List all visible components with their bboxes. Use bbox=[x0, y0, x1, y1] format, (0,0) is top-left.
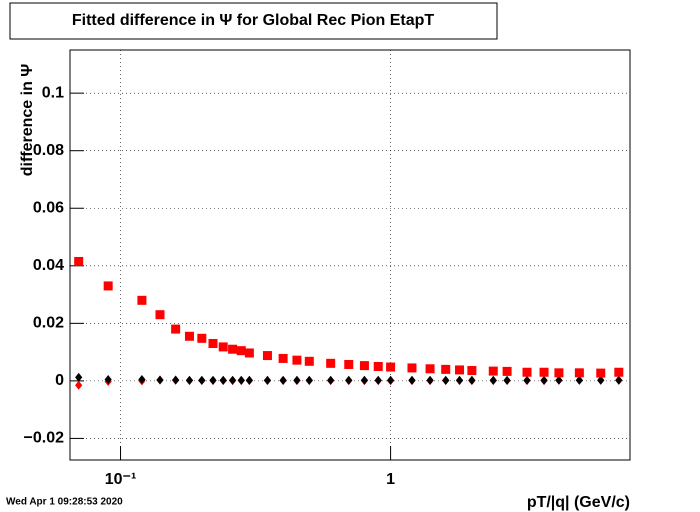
square-marker bbox=[218, 342, 228, 352]
square-marker bbox=[441, 364, 451, 374]
square-marker bbox=[236, 346, 246, 356]
diamond-marker bbox=[305, 375, 313, 385]
diamond-marker bbox=[228, 375, 237, 385]
diamond-marker bbox=[374, 375, 382, 385]
diamond-marker bbox=[489, 375, 497, 385]
square-marker bbox=[344, 359, 354, 369]
diamond-marker bbox=[555, 375, 563, 385]
diamond-marker bbox=[237, 375, 245, 385]
diamond-marker bbox=[426, 375, 434, 385]
square-marker bbox=[373, 361, 383, 371]
square-marker bbox=[614, 367, 624, 377]
diamond-marker bbox=[468, 375, 476, 385]
square-marker bbox=[425, 364, 435, 374]
square-marker bbox=[554, 368, 564, 378]
square-marker bbox=[171, 324, 181, 334]
title-box bbox=[9, 2, 498, 40]
diamond-marker bbox=[455, 375, 464, 385]
y-tick-label: 0.1 bbox=[42, 84, 64, 101]
diamond-marker bbox=[345, 375, 353, 385]
square-marker bbox=[488, 366, 498, 376]
x-tick-label: 1 bbox=[386, 471, 395, 488]
y-axis-label: difference in Ψ bbox=[19, 64, 36, 177]
square-marker bbox=[467, 366, 477, 376]
chart-title: Fitted difference in Ψ for Global Rec Pi… bbox=[72, 12, 435, 29]
square-marker bbox=[244, 348, 254, 358]
square-marker bbox=[574, 368, 584, 378]
square-marker bbox=[137, 295, 147, 305]
diamond-marker bbox=[219, 375, 227, 385]
y-tick-label: 0.06 bbox=[33, 199, 64, 216]
diamond-marker bbox=[279, 375, 287, 385]
diamond-marker bbox=[209, 375, 217, 385]
y-tick-label: 0.08 bbox=[33, 142, 64, 159]
diamond-marker bbox=[503, 375, 511, 385]
diamond-marker bbox=[172, 375, 180, 385]
diamond-marker bbox=[408, 375, 416, 385]
diamond-marker bbox=[597, 375, 605, 385]
square-marker bbox=[155, 310, 165, 320]
square-marker bbox=[326, 358, 336, 368]
x-axis-label: pT/|q| (GeV/c) bbox=[527, 494, 630, 511]
diamond-marker bbox=[523, 375, 531, 385]
y-tick-label: 0.04 bbox=[33, 257, 64, 274]
square-marker bbox=[292, 355, 302, 365]
square-marker bbox=[262, 351, 272, 361]
diamond-marker bbox=[198, 375, 206, 385]
diamond-marker bbox=[442, 375, 450, 385]
timestamp: Wed Apr 1 09:28:53 2020 bbox=[6, 497, 123, 508]
square-marker bbox=[184, 331, 194, 341]
square-marker bbox=[407, 363, 417, 373]
square-marker bbox=[596, 368, 606, 378]
y-tick-label: 0.02 bbox=[33, 315, 64, 332]
square-marker bbox=[103, 281, 113, 291]
diamond-marker bbox=[293, 375, 301, 385]
square-marker bbox=[74, 256, 84, 266]
square-marker bbox=[522, 367, 532, 377]
x-tick-label: 10⁻¹ bbox=[105, 471, 137, 488]
diamond-marker bbox=[263, 375, 272, 385]
square-marker bbox=[228, 344, 238, 354]
diamond-marker bbox=[540, 375, 548, 385]
square-marker bbox=[208, 338, 218, 348]
square-marker bbox=[278, 353, 288, 363]
diamond-marker bbox=[104, 374, 112, 384]
square-marker bbox=[386, 362, 396, 372]
square-marker bbox=[304, 356, 314, 366]
square-marker bbox=[455, 365, 465, 375]
square-marker bbox=[502, 366, 512, 376]
square-marker bbox=[539, 367, 549, 377]
diamond-marker bbox=[75, 380, 83, 390]
diamond-marker bbox=[615, 375, 623, 385]
diamond-marker bbox=[360, 375, 369, 385]
diamond-marker bbox=[327, 375, 335, 385]
diamond-marker bbox=[185, 375, 194, 385]
diamond-marker bbox=[138, 374, 146, 384]
diamond-marker bbox=[575, 375, 583, 385]
square-marker bbox=[359, 361, 369, 371]
diamond-marker bbox=[156, 375, 164, 385]
diamond-marker bbox=[245, 375, 253, 385]
diamond-marker bbox=[75, 372, 83, 382]
y-tick-label: −0.02 bbox=[24, 430, 65, 447]
y-tick-label: 0 bbox=[55, 372, 64, 389]
diamond-marker bbox=[386, 375, 395, 385]
plot-frame bbox=[69, 49, 631, 461]
square-marker bbox=[197, 333, 207, 343]
